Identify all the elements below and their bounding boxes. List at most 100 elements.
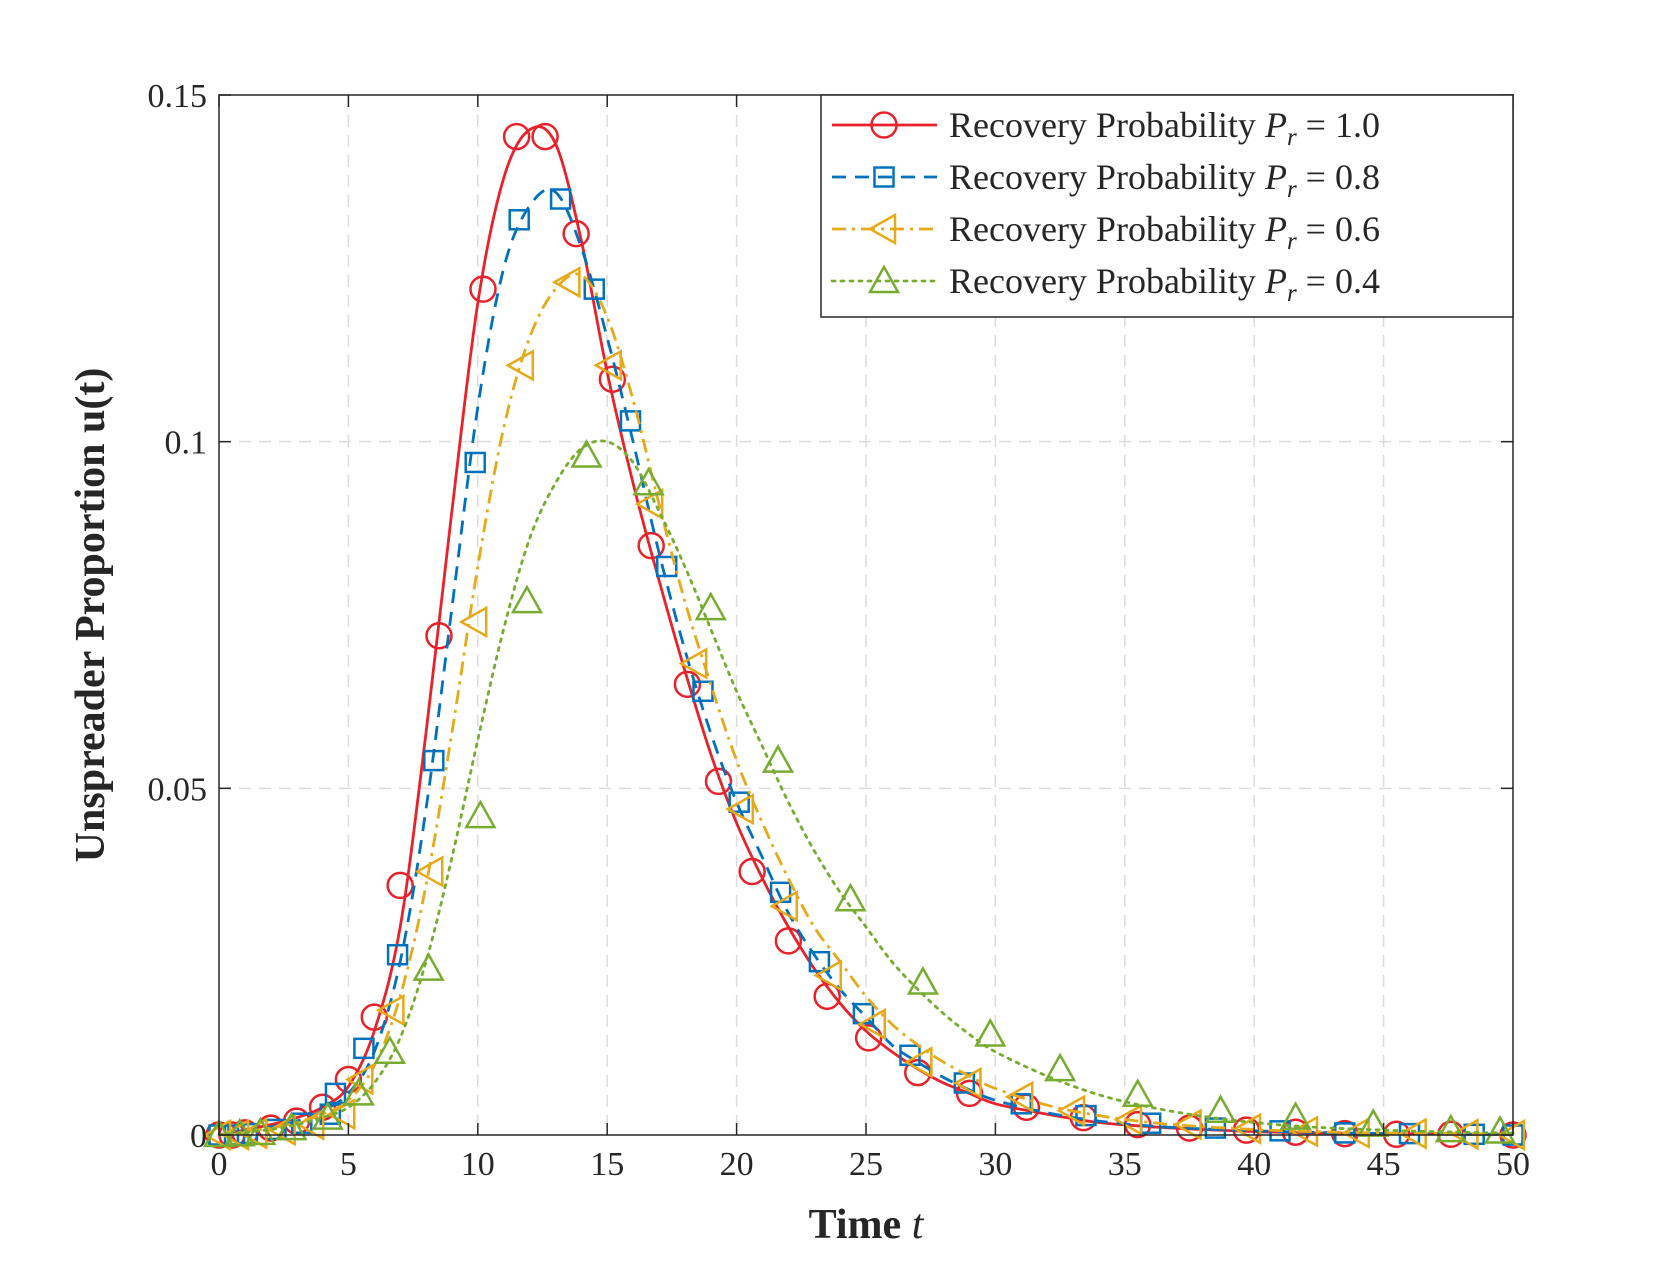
series-marker — [834, 882, 867, 912]
grid — [219, 95, 1513, 1135]
x-axis-title: Time t — [809, 1202, 925, 1248]
series-marker — [464, 799, 497, 829]
series-marker — [510, 584, 544, 614]
series-marker — [386, 871, 414, 900]
series-marker — [342, 1076, 375, 1106]
series-marker — [508, 209, 530, 231]
x-tick-label: 45 — [1367, 1146, 1401, 1183]
series-marker — [414, 855, 444, 888]
series-marker — [458, 605, 488, 639]
legend-label: Recovery Probability Pr = 0.4 — [949, 261, 1380, 307]
series-marker — [583, 278, 606, 300]
series-marker — [813, 959, 843, 992]
series-marker — [375, 994, 405, 1027]
y-tick-label: 0.05 — [148, 771, 208, 808]
series-marker — [1010, 1093, 1033, 1115]
legend-label-subscript: r — [1287, 176, 1297, 203]
legend-entry-3: Recovery Probability Pr = 0.4 — [830, 261, 1380, 307]
x-tick-label: 25 — [849, 1146, 883, 1183]
x-tick-label: 0 — [211, 1146, 228, 1183]
x-tick-label: 5 — [340, 1146, 357, 1183]
series-marker — [1172, 1108, 1202, 1141]
legend-label-symbol: P — [1264, 261, 1287, 301]
legend-marker — [870, 111, 898, 139]
series-line — [217, 439, 1515, 1137]
series-marker — [761, 744, 795, 773]
series-marker — [223, 1117, 256, 1147]
legend-label-value: = 0.4 — [1297, 261, 1380, 301]
series-marker — [1113, 1103, 1143, 1136]
series-marker — [326, 1098, 356, 1131]
series-marker — [311, 1101, 344, 1130]
legend-box — [820, 94, 1514, 318]
series-marker — [360, 1003, 389, 1031]
series-marker — [267, 1114, 296, 1147]
series-marker — [1341, 1116, 1370, 1150]
series-marker — [1289, 1115, 1319, 1148]
series-marker — [1075, 1104, 1097, 1127]
legend-label-name: Recovery Probability — [949, 209, 1265, 249]
series-marker — [295, 1108, 325, 1141]
y-tick-label: 0 — [190, 1118, 207, 1155]
x-axis-title-variable: t — [912, 1202, 925, 1248]
series-marker — [1232, 1112, 1262, 1145]
series-marker — [1004, 1080, 1034, 1113]
legend-marker — [867, 264, 901, 294]
x-tick-label: 20 — [720, 1146, 754, 1183]
y-axis-title: Unspreader Proportion u(t) — [68, 368, 114, 863]
series-marker — [324, 1082, 347, 1105]
series-marker — [502, 122, 531, 151]
legend-label: Recovery Probability Pr = 0.8 — [949, 157, 1380, 203]
series-marker — [673, 670, 702, 699]
x-tick-label: 50 — [1496, 1146, 1530, 1183]
series-layer — [202, 122, 1527, 1152]
series-marker — [202, 1118, 236, 1148]
x-tick-label: 10 — [461, 1146, 495, 1183]
x-tick-label: 30 — [978, 1146, 1012, 1183]
series-marker — [412, 952, 445, 981]
series-marker — [1483, 1114, 1517, 1144]
series-marker — [704, 767, 733, 796]
series-marker — [1121, 1078, 1154, 1108]
x-tick-label: 35 — [1108, 1146, 1142, 1183]
legend-label-name: Recovery Probability — [949, 157, 1265, 197]
legend-entry-2: Recovery Probability Pr = 0.6 — [832, 209, 1380, 255]
series-marker — [974, 1017, 1007, 1047]
series-marker — [769, 890, 799, 923]
series-marker — [353, 1037, 375, 1060]
series-marker — [738, 857, 766, 886]
series-marker — [619, 410, 642, 432]
series-marker — [774, 927, 803, 955]
series-marker — [1398, 1117, 1427, 1150]
series-marker — [238, 1117, 268, 1150]
legend-label-subscript: r — [1287, 280, 1297, 307]
legend-entry-1: Recovery Probability Pr = 0.8 — [832, 157, 1380, 203]
legend-label-value: = 0.6 — [1297, 209, 1380, 249]
legend-label: Recovery Probability Pr = 0.6 — [949, 209, 1380, 255]
series-marker — [598, 365, 627, 394]
series-line — [218, 188, 1514, 1137]
legend-marker — [867, 212, 897, 246]
series-marker — [551, 266, 581, 299]
legend-label-symbol: P — [1264, 105, 1287, 145]
series-marker — [637, 531, 665, 560]
series-marker — [632, 466, 665, 496]
series-marker — [570, 438, 603, 468]
legend-entry-0: Recovery Probability Pr = 1.0 — [832, 105, 1380, 151]
series-marker — [244, 1116, 277, 1146]
series-marker — [854, 1024, 883, 1052]
series-marker — [857, 1007, 887, 1041]
series-marker — [634, 487, 664, 521]
series-marker — [1434, 1113, 1468, 1143]
legend-label-name: Recovery Probability — [949, 105, 1265, 145]
y-tick-label: 0.1 — [165, 425, 208, 462]
legend-label-value: = 0.8 — [1297, 157, 1380, 197]
series-marker — [1056, 1094, 1086, 1127]
series-marker — [694, 591, 727, 621]
series-marker — [275, 1111, 308, 1141]
series-marker — [425, 622, 453, 650]
series-marker — [562, 219, 590, 248]
legend-label-name: Recovery Probability — [949, 261, 1265, 301]
